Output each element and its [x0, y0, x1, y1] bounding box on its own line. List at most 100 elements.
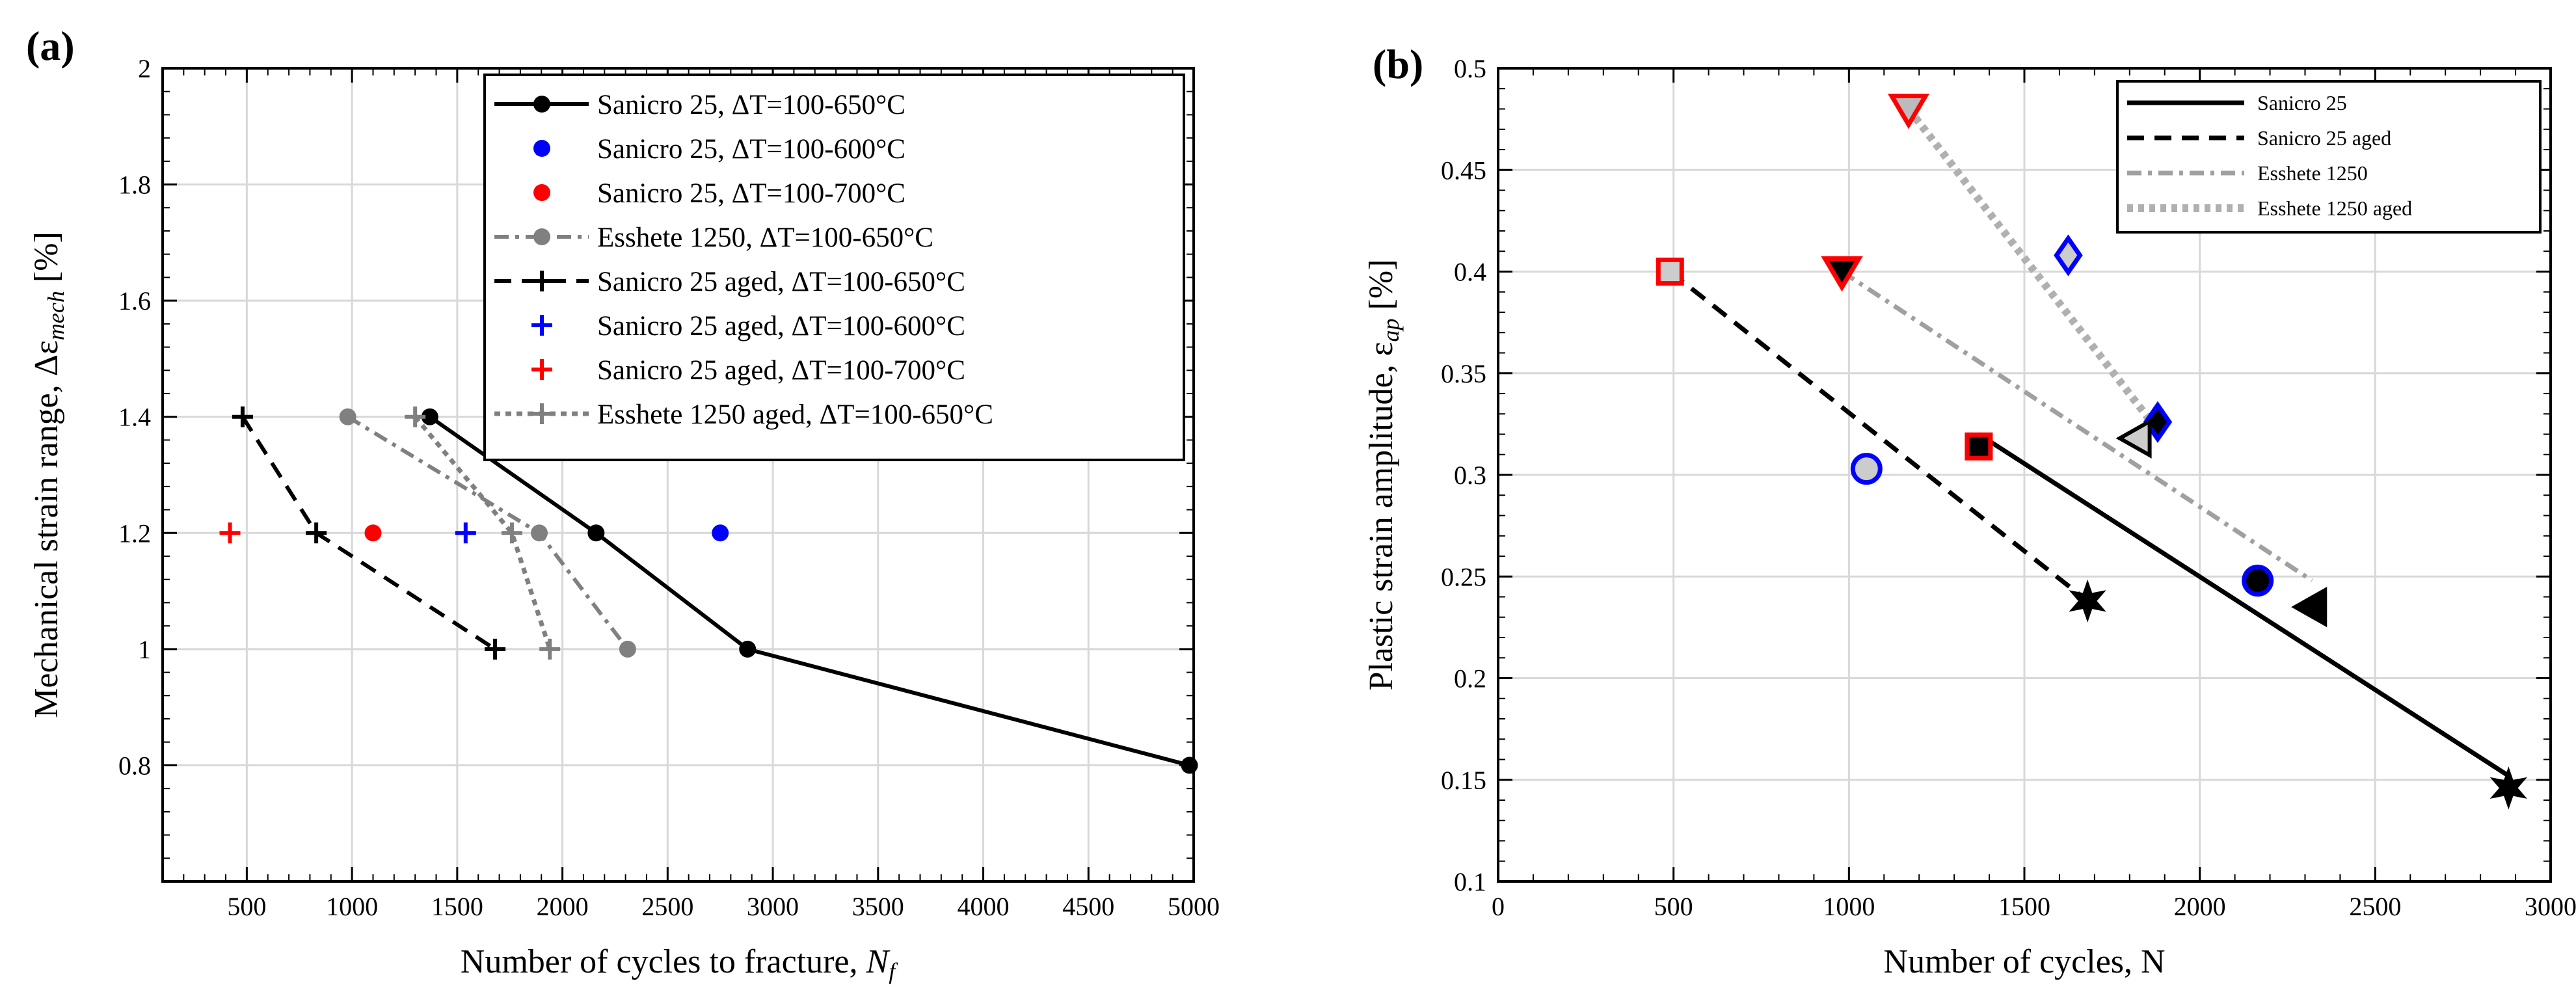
- legend-marker: [533, 228, 550, 245]
- y-axis-label-b-text: Plastic strain amplitude, ε: [1363, 342, 1400, 690]
- y-axis-label-b: Plastic strain amplitude, εap [%]: [1363, 260, 1404, 691]
- y-tick-label: 0.25: [1441, 562, 1486, 591]
- legend-marker: [531, 315, 552, 336]
- marker-triangle-down: [1887, 94, 1930, 129]
- y-tick-label: 0.45: [1441, 155, 1486, 185]
- panel-label-b: (b): [1373, 41, 1423, 87]
- legend-label: Sanicro 25: [2257, 91, 2347, 114]
- data-point: [501, 522, 522, 544]
- x-axis-label-a-var: N: [866, 943, 891, 980]
- x-axis-label-b: Number of cycles, N: [1883, 943, 2165, 980]
- series-markers-b: [1656, 94, 2527, 810]
- legend-label: Esshete 1250, ΔT=100-650°C: [597, 222, 933, 253]
- x-tick-label: 2500: [641, 892, 693, 921]
- legend-label: Sanicro 25, ΔT=100-650°C: [597, 90, 906, 120]
- y-tick-label: 0.3: [1454, 461, 1486, 490]
- marker-star: [2069, 579, 2106, 623]
- legend-marker: [533, 184, 550, 201]
- legend-label: Esshete 1250: [2257, 161, 2368, 185]
- legend-label: Sanicro 25 aged, ΔT=100-700°C: [597, 355, 965, 386]
- legend-marker: [531, 403, 552, 424]
- y-tick-label: 1.2: [118, 518, 151, 548]
- x-tick-label: 1500: [431, 892, 483, 921]
- x-tick-label: 4500: [1062, 892, 1114, 921]
- y-axis-label-b-sub: ap: [1378, 318, 1404, 342]
- legend-label: Sanicro 25, ΔT=100-700°C: [597, 178, 906, 209]
- marker-circle: [2242, 565, 2274, 597]
- y-tick-label: 1.6: [118, 286, 151, 316]
- data-point: [339, 408, 356, 425]
- data-point: [619, 640, 636, 658]
- data-point: [421, 408, 438, 425]
- marker-diamond: [2143, 401, 2173, 443]
- legend-label: Sanicro 25 aged, ΔT=100-650°C: [597, 267, 965, 297]
- legend-marker: [531, 359, 552, 380]
- x-tick-label: 3500: [852, 892, 904, 921]
- marker-circle: [1850, 453, 1883, 485]
- x-tick-label: 2000: [2174, 892, 2226, 921]
- y-axis-label-a-text: Mechanical strain range, Δε: [28, 340, 65, 718]
- x-tick-label: 0: [1492, 892, 1505, 921]
- y-tick-label: 0.1: [1454, 867, 1486, 896]
- series-line: [1840, 269, 2314, 583]
- series-lines-b: [1669, 106, 2510, 778]
- y-tick-label: 1.8: [118, 170, 151, 200]
- legend-marker: [533, 96, 550, 113]
- data-point: [539, 638, 561, 660]
- legend-a: Sanicro 25, ΔT=100-650°C Sanicro 25, ΔT=1…: [483, 74, 1185, 461]
- y-tick-label: 0.15: [1441, 766, 1486, 795]
- ticks-b: 0 500 1000 1500 2000 2500 3000 0.1 0.15 0.2 0.25 0.…: [1441, 54, 2576, 921]
- marker-diamond: [2054, 234, 2083, 276]
- legend-a-box: [483, 74, 1185, 461]
- marker-triangle-left: [2291, 586, 2328, 628]
- x-tick-label: 3000: [747, 892, 799, 921]
- y-tick-label: 0.35: [1441, 359, 1486, 388]
- data-point: [232, 406, 253, 427]
- legend-marker: [533, 140, 550, 157]
- marker-star: [2489, 766, 2527, 810]
- data-point: [739, 640, 757, 658]
- data-point: [712, 524, 729, 542]
- data-point: [485, 638, 506, 660]
- x-tick-label: 1500: [1998, 892, 2050, 921]
- series-line: [1905, 106, 2161, 433]
- series-line: [1977, 432, 2510, 778]
- data-point: [455, 522, 476, 544]
- marker-square: [1965, 432, 1993, 461]
- y-axis-label-a-unit: [%]: [28, 232, 65, 291]
- y-tick-label: 2: [138, 54, 151, 83]
- y-axis-label-a: Mechanical strain range, Δεmech [%]: [28, 232, 69, 718]
- data-point: [219, 522, 241, 544]
- y-axis-label-a-sub: mech: [43, 291, 69, 340]
- data-point: [531, 524, 548, 542]
- legend-label: Esshete 1250 aged: [2257, 196, 2412, 220]
- x-axis-label-a-sub: f: [889, 958, 898, 984]
- legend-label: Sanicro 25 aged, ΔT=100-600°C: [597, 311, 965, 342]
- data-point: [306, 522, 327, 544]
- x-axis-label-a: Number of cycles to fracture, Nf: [461, 943, 898, 984]
- legend-marker: [531, 271, 552, 291]
- y-tick-label: 1.4: [118, 403, 151, 432]
- data-point: [364, 524, 382, 542]
- legend-b: Sanicro 25 Sanicro 25 aged Esshete 1250 Ess…: [2116, 80, 2542, 234]
- x-tick-label: 1000: [1823, 892, 1875, 921]
- x-tick-label: 2000: [537, 892, 589, 921]
- marker-triangle-down: [1821, 256, 1863, 292]
- legend-label: Esshete 1250 aged, ΔT=100-650°C: [597, 399, 993, 430]
- y-tick-label: 0.5: [1454, 54, 1486, 83]
- series-line: [429, 415, 1190, 768]
- data-point: [587, 524, 605, 542]
- x-tick-label: 5000: [1168, 892, 1220, 921]
- x-tick-label: 500: [1654, 892, 1693, 921]
- axes-a-frame: [161, 67, 1195, 883]
- marker-square: [1656, 258, 1684, 286]
- y-tick-label: 0.2: [1454, 664, 1486, 693]
- y-tick-label: 0.4: [1454, 258, 1486, 287]
- x-tick-label: 2500: [2349, 892, 2401, 921]
- y-tick-label: 1: [138, 635, 151, 664]
- x-axis-label-a-text: Number of cycles to fracture,: [461, 943, 866, 980]
- y-tick-label: 0.8: [118, 751, 151, 780]
- x-tick-label: 3000: [2525, 892, 2576, 921]
- series-line: [1669, 269, 2089, 603]
